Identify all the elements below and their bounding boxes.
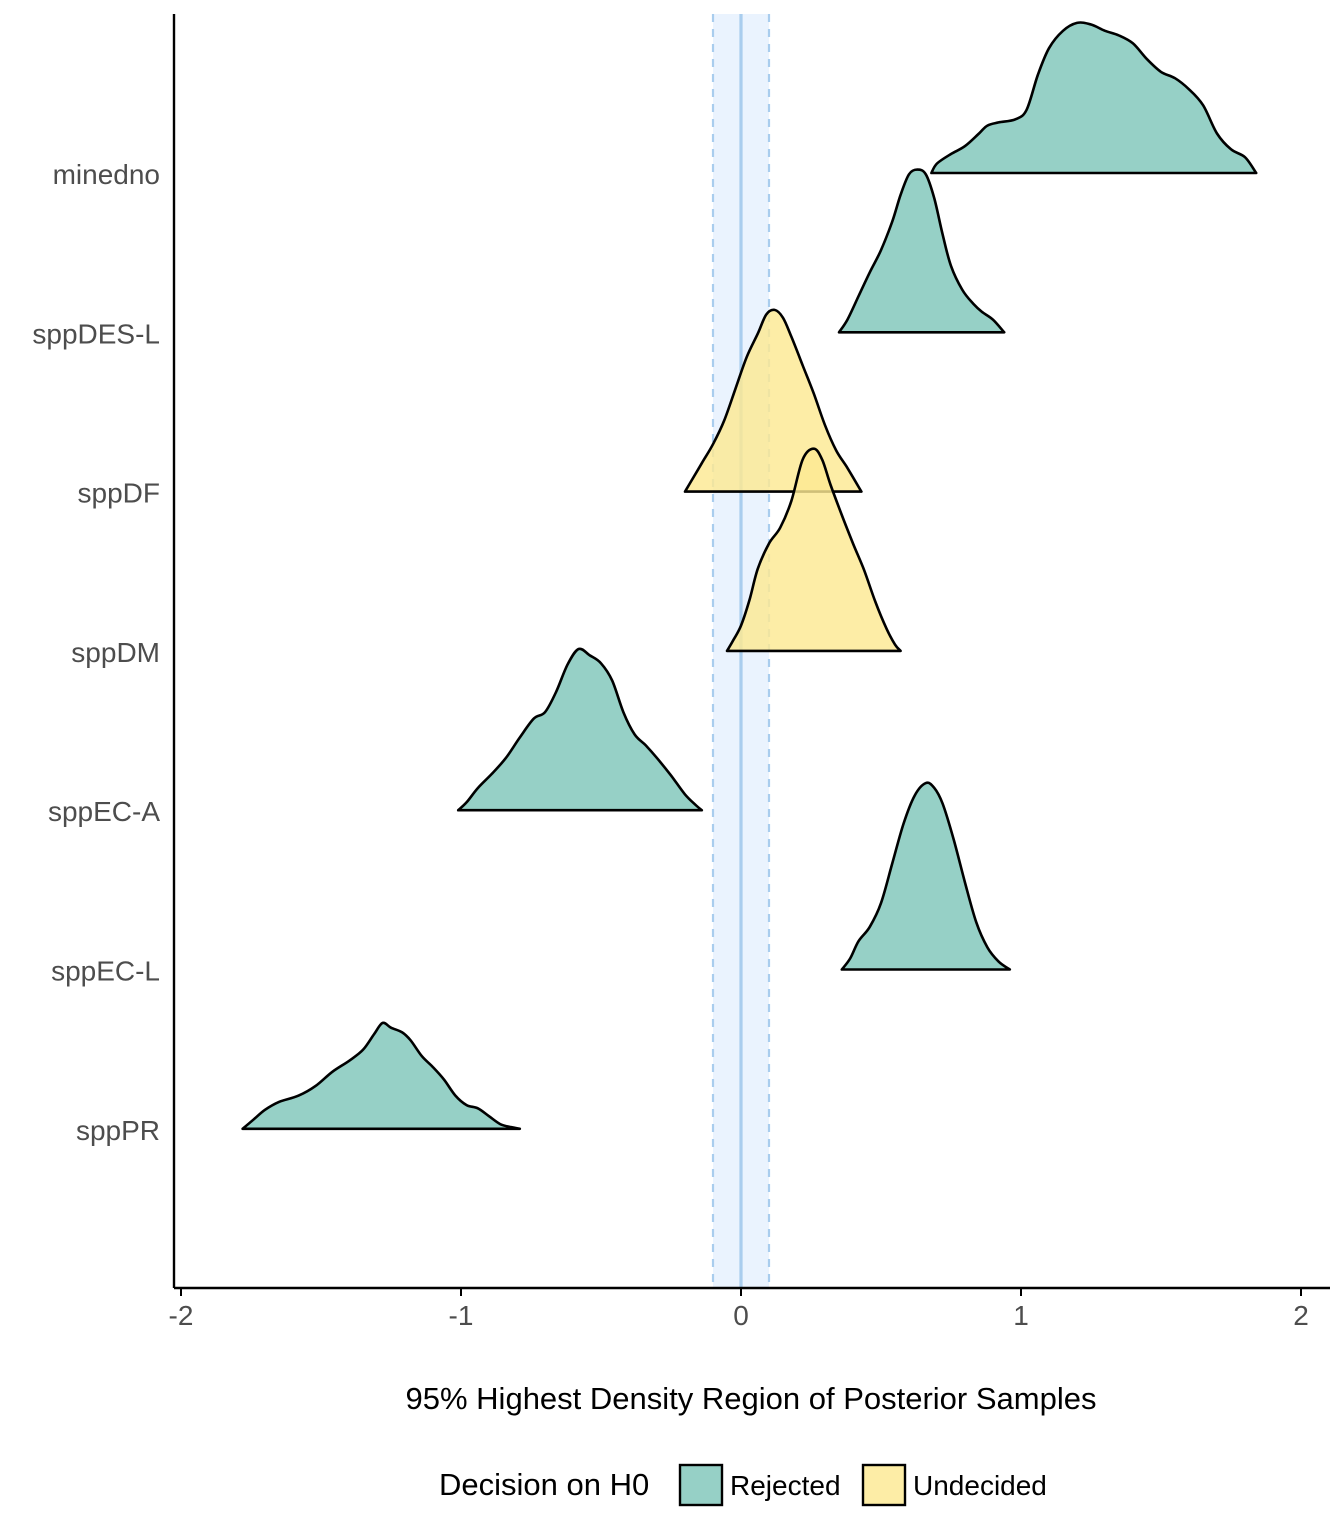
- ridge-densities: [241, 21, 1258, 1131]
- ridge-sppdf: [683, 308, 863, 493]
- y-tick-label-sppec-l: sppEC-L: [51, 956, 160, 987]
- ridge-sppec-l: [840, 781, 1012, 971]
- y-tick-label-sppdf: sppDF: [78, 478, 160, 509]
- x-tick-labels: -2 -1 0 1 2: [169, 1288, 1309, 1331]
- x-axis-title: 95% Highest Density Region of Posterior …: [406, 1381, 1097, 1416]
- y-tick-label-sppdes-l: sppDES-L: [32, 318, 160, 349]
- ridge-sppdes-l: [837, 168, 1006, 334]
- ridge-minedno: [930, 21, 1258, 175]
- x-tick-label: -2: [169, 1300, 194, 1331]
- x-tick-label: -1: [449, 1300, 474, 1331]
- x-tick-label: 0: [733, 1300, 749, 1331]
- y-tick-labels: minedno sppDES-L sppDF sppDM sppEC-A sppEC-L s…: [32, 159, 160, 1146]
- y-tick-label-spppr: sppPR: [76, 1115, 160, 1146]
- legend-label-undecided: Undecided: [913, 1470, 1047, 1501]
- y-tick-label-sppec-a: sppEC-A: [48, 796, 160, 827]
- ridge-spppr: [241, 1021, 522, 1131]
- axes: [172, 14, 1330, 1290]
- legend-key-undecided: [861, 1463, 907, 1507]
- y-tick-label-sppdm: sppDM: [71, 637, 160, 668]
- legend-key-rejected: [678, 1463, 724, 1507]
- x-tick-label: 2: [1293, 1300, 1309, 1331]
- legend: Decision on H0 Rejected Undecided: [439, 1463, 1047, 1507]
- ridge-sppec-a: [456, 647, 704, 812]
- legend-label-rejected: Rejected: [730, 1470, 841, 1501]
- legend-title: Decision on H0: [439, 1467, 649, 1502]
- y-tick-label-minedno: minedno: [53, 159, 160, 190]
- x-tick-label: 1: [1013, 1300, 1029, 1331]
- ridge-sppdm: [725, 447, 902, 653]
